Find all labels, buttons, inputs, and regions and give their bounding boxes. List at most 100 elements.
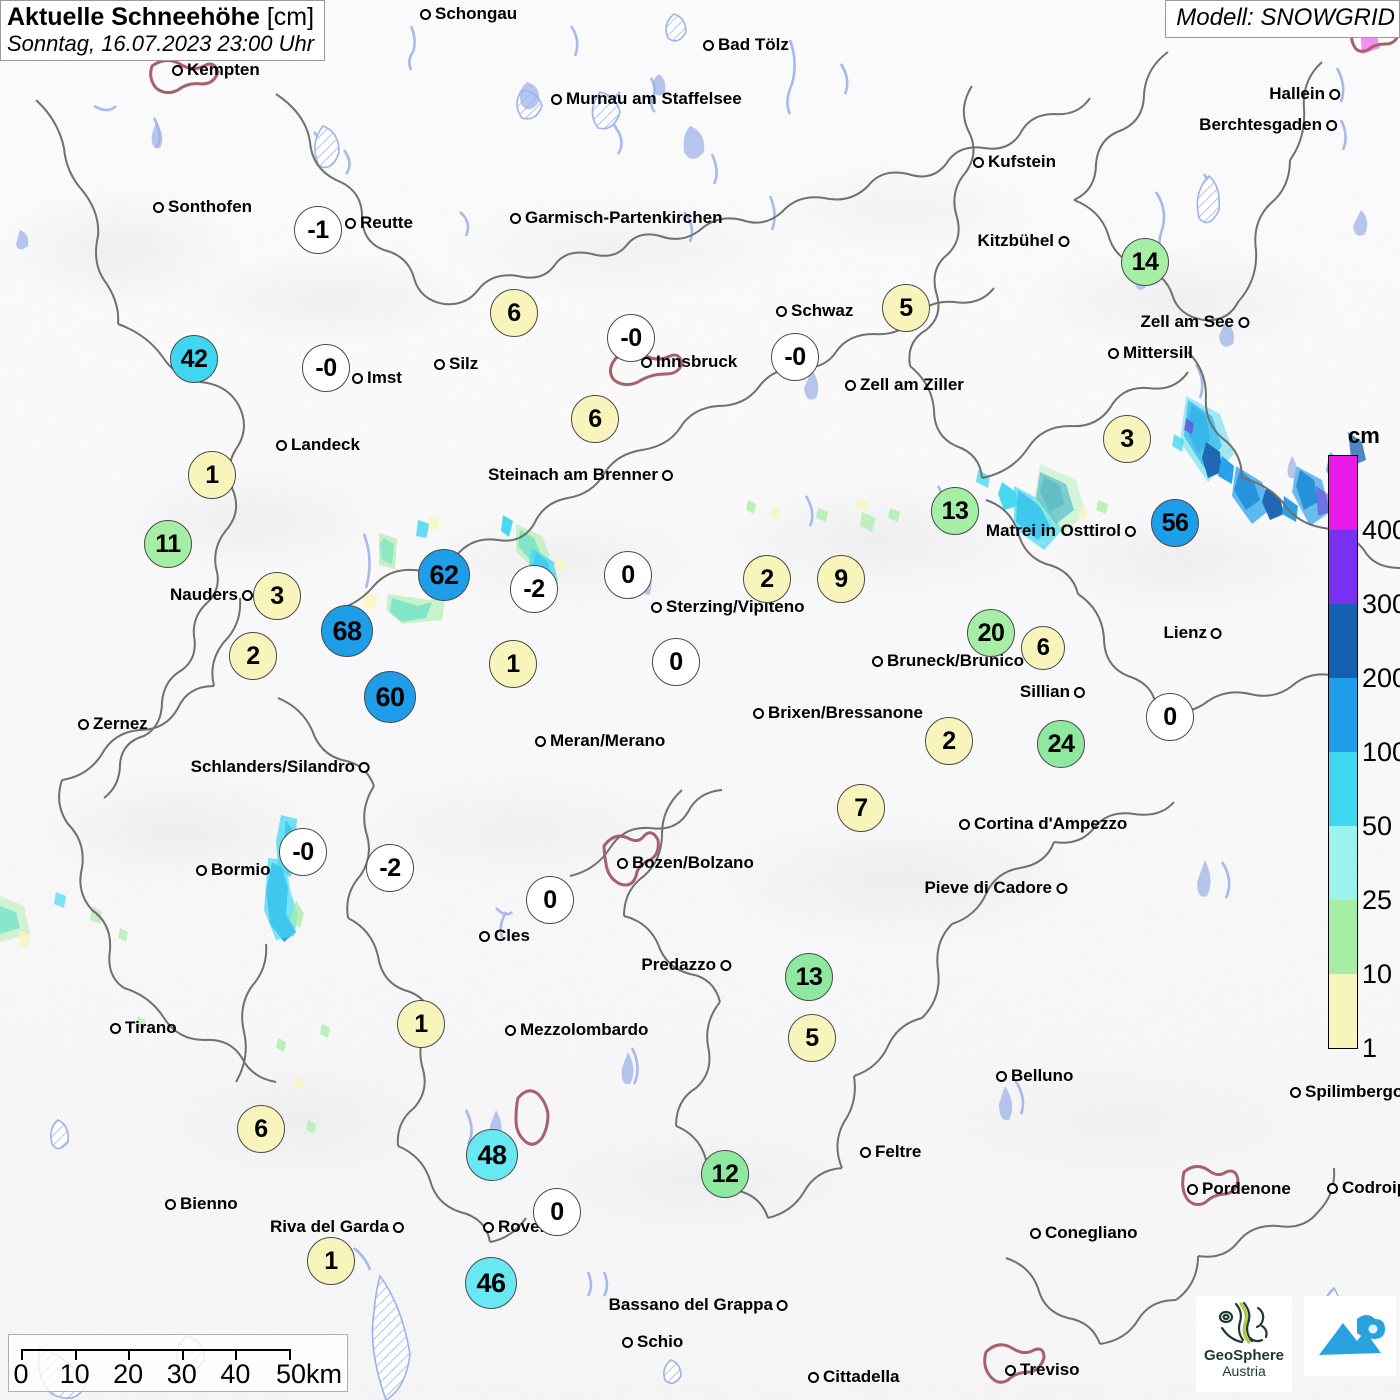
city-dot-icon: [1238, 316, 1249, 328]
city-marker: Murnau am Staffelsee: [551, 89, 742, 109]
station-value-bubble[interactable]: 1: [397, 1000, 445, 1048]
city-marker: Predazzo: [641, 955, 731, 975]
station-value-bubble[interactable]: -0: [607, 314, 655, 362]
city-marker: Steinach am Brenner: [488, 465, 673, 485]
station-value-bubble[interactable]: 9: [817, 555, 865, 603]
city-label: Mezzolombardo: [520, 1020, 649, 1039]
city-marker: Kitzbühel: [978, 231, 1069, 251]
station-value-bubble[interactable]: 14: [1121, 238, 1169, 286]
city-dot-icon: [420, 8, 431, 20]
station-value-bubble[interactable]: 2: [925, 717, 973, 765]
station-value-bubble[interactable]: 3: [253, 572, 301, 620]
station-value-bubble[interactable]: 3: [1103, 415, 1151, 463]
station-value-bubble[interactable]: 62: [418, 549, 470, 601]
city-marker: Spilimbergo: [1290, 1082, 1400, 1102]
city-dot-icon: [808, 1371, 819, 1383]
station-value-bubble[interactable]: 13: [785, 953, 833, 1001]
station-value-bubble[interactable]: 56: [1151, 499, 1199, 547]
station-value-bubble[interactable]: 46: [465, 1257, 517, 1309]
station-value-bubble[interactable]: -0: [279, 828, 327, 876]
station-value-bubble[interactable]: 2: [229, 632, 277, 680]
city-marker: Bormio: [196, 860, 271, 880]
city-label: Pordenone: [1202, 1179, 1291, 1198]
city-marker: Brixen/Bressanone: [753, 703, 923, 723]
legend-band: 400: [1329, 456, 1400, 544]
station-value-bubble[interactable]: 7: [837, 784, 885, 832]
city-label: Predazzo: [641, 955, 716, 974]
station-value-bubble[interactable]: -1: [294, 206, 342, 254]
station-value-bubble[interactable]: 0: [604, 551, 652, 599]
city-label: Bassano del Grappa: [608, 1295, 773, 1314]
city-label: Sterzing/Vipiteno: [666, 597, 805, 616]
city-dot-icon: [352, 372, 363, 384]
station-value-bubble[interactable]: -2: [510, 565, 558, 613]
station-value-bubble[interactable]: 1: [489, 640, 537, 688]
legend-band: 300: [1329, 530, 1400, 618]
legend-tick-label: 50: [1362, 811, 1393, 841]
station-value-bubble[interactable]: 68: [321, 605, 373, 657]
city-label: Bruneck/Brunico: [887, 651, 1024, 670]
city-marker: Tirano: [110, 1018, 177, 1038]
legend-unit-label: cm: [1348, 423, 1380, 448]
city-label: Bienno: [180, 1194, 238, 1213]
city-dot-icon: [776, 305, 787, 317]
station-value-bubble[interactable]: 6: [1021, 626, 1065, 670]
city-dot-icon: [651, 601, 662, 613]
station-value-bubble[interactable]: 1: [188, 451, 236, 499]
city-dot-icon: [196, 864, 207, 876]
city-marker: Conegliano: [1030, 1223, 1138, 1243]
station-value-bubble[interactable]: 24: [1037, 720, 1085, 768]
station-value-bubble[interactable]: 48: [466, 1129, 518, 1181]
city-label: Bozen/Bolzano: [632, 853, 754, 872]
legend-band: 25: [1329, 826, 1392, 914]
city-dot-icon: [1108, 347, 1119, 359]
city-dot-icon: [110, 1022, 121, 1034]
station-value-bubble[interactable]: 5: [882, 284, 930, 332]
city-marker: Sillian: [1020, 682, 1085, 702]
geosphere-austria-logo: GeoSphere Austria: [1196, 1296, 1292, 1392]
station-value-bubble[interactable]: -0: [302, 344, 350, 392]
city-label: Silz: [449, 354, 479, 373]
city-marker: Lienz: [1164, 623, 1222, 643]
station-value-bubble[interactable]: 42: [170, 335, 218, 383]
city-marker: Zernez: [78, 714, 148, 734]
city-label: Meran/Merano: [550, 731, 666, 750]
city-label: Mittersill: [1123, 343, 1193, 362]
mountain-cloud-icon: [1319, 1315, 1385, 1355]
title-unit-text: [cm]: [266, 3, 315, 31]
station-value-bubble[interactable]: 1: [307, 1237, 355, 1285]
station-value-bubble[interactable]: 60: [364, 671, 416, 723]
station-value-bubble[interactable]: 6: [237, 1105, 285, 1153]
city-marker: Matrei in Osttirol: [986, 521, 1136, 541]
station-value-bubble[interactable]: 6: [571, 395, 619, 443]
city-dot-icon: [1290, 1086, 1301, 1098]
station-value-bubble[interactable]: 2: [743, 555, 791, 603]
legend-tick-label: 10: [1362, 959, 1393, 989]
city-marker: Kufstein: [973, 152, 1056, 172]
city-marker: Schongau: [420, 4, 517, 24]
station-value-bubble[interactable]: 0: [526, 876, 574, 924]
station-value-bubble[interactable]: 0: [1146, 693, 1194, 741]
city-label: Brixen/Bressanone: [768, 703, 923, 722]
scale-label: 10: [59, 1359, 90, 1389]
city-label: Zell am See: [1140, 312, 1234, 331]
station-value-bubble[interactable]: 12: [701, 1150, 749, 1198]
station-value-bubble[interactable]: -0: [771, 333, 819, 381]
city-label: Bad Tölz: [718, 35, 789, 54]
city-marker: Pieve di Cadore: [924, 878, 1067, 898]
city-marker: Zell am Ziller: [845, 375, 964, 395]
station-value-bubble[interactable]: 0: [652, 638, 700, 686]
city-label: Codroipo: [1342, 1178, 1400, 1197]
station-value-bubble[interactable]: 13: [931, 487, 979, 535]
city-marker: Belluno: [996, 1066, 1073, 1086]
station-value-bubble[interactable]: 20: [967, 609, 1015, 657]
city-label: Schlanders/Silandro: [190, 757, 355, 776]
city-dot-icon: [1056, 882, 1067, 894]
station-value-bubble[interactable]: 11: [144, 520, 192, 568]
station-value-bubble[interactable]: -2: [366, 844, 414, 892]
station-value-bubble[interactable]: 5: [788, 1014, 836, 1062]
station-value-bubble[interactable]: 6: [490, 289, 538, 337]
legend-colorbar: cm 400 300 200 100 50 25 10 1: [1328, 423, 1400, 1062]
station-value-bubble[interactable]: 0: [533, 1188, 581, 1236]
